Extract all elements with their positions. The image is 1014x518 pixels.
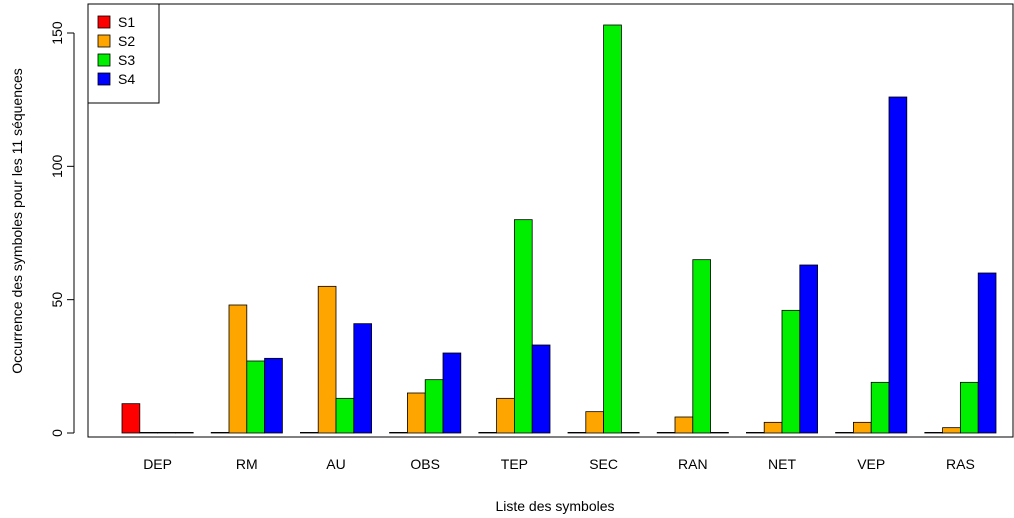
bar-ras-s3: [960, 381, 979, 434]
bar-net-s1: [746, 431, 765, 434]
y-tick-label: 150: [49, 21, 65, 45]
x-axis: DEP RM AU OBS TEP SEC RAN NET VEP RAS: [143, 456, 975, 472]
x-tick-label: AU: [326, 456, 345, 472]
y-tick-label: 100: [49, 154, 65, 178]
legend-label-s3: S3: [118, 52, 135, 68]
bar-rm-s2: [228, 304, 248, 434]
bar-au-s2: [317, 285, 337, 434]
x-tick-label: NET: [768, 456, 796, 472]
legend: S1 S2 S3 S4: [87, 3, 160, 104]
bar-ras-s2: [942, 427, 961, 434]
bar-obs-s4: [442, 352, 462, 434]
bar-tep-s1: [478, 431, 497, 434]
x-tick-label: OBS: [410, 456, 440, 472]
legend-swatch-s2: [97, 34, 111, 48]
bar-sec-s1: [567, 431, 587, 434]
bar-ran-s4: [710, 431, 729, 434]
y-axis: 0 50 100 150: [49, 21, 75, 437]
x-tick-label: SEC: [589, 456, 618, 472]
bar-vep-s2: [853, 421, 872, 434]
bar-tep-s2: [496, 397, 515, 434]
bar-rm-s1: [210, 431, 230, 434]
x-tick-label: DEP: [143, 456, 172, 472]
y-axis-label: Occurrence des symboles pour les 11 séqu…: [9, 68, 25, 374]
bar-ras-s1: [924, 431, 943, 434]
plot-frame: [87, 3, 1014, 438]
x-axis-label: Liste des symboles: [495, 498, 614, 514]
bar-dep-s4: [174, 431, 194, 434]
bar-sec-s4: [621, 431, 640, 434]
bar-sec-s3: [603, 24, 622, 434]
y-tick-label: 0: [49, 429, 65, 437]
y-tick-label: 50: [49, 292, 65, 308]
bar-dep-s3: [157, 431, 176, 434]
bar-vep-s4: [888, 96, 908, 434]
bar-vep-s3: [870, 381, 890, 434]
bar-obs-s1: [389, 431, 408, 434]
x-tick-label: RAN: [678, 456, 708, 472]
x-tick-label: RM: [236, 456, 258, 472]
legend-label-s4: S4: [118, 71, 135, 87]
bar-dep-s1: [121, 403, 141, 434]
bar-au-s3: [335, 397, 355, 434]
bar-net-s2: [763, 421, 783, 434]
legend-swatch-s1: [97, 15, 111, 29]
legend-label-s2: S2: [118, 33, 135, 49]
bar-dep-s2: [139, 431, 159, 434]
bar-net-s4: [799, 264, 818, 434]
bar-net-s3: [781, 309, 801, 434]
bar-vep-s1: [835, 431, 854, 434]
bar-obs-s2: [406, 392, 426, 434]
bar-tep-s3: [514, 219, 533, 434]
x-tick-label: RAS: [946, 456, 975, 472]
bar-tep-s4: [531, 344, 551, 434]
bar-ras-s4: [977, 272, 997, 434]
bars-group: [121, 24, 997, 434]
bar-rm-s4: [264, 357, 283, 434]
x-tick-label: VEP: [857, 456, 885, 472]
legend-swatch-s4: [97, 72, 111, 86]
bar-ran-s2: [674, 416, 694, 434]
x-tick-label: TEP: [501, 456, 528, 472]
bar-obs-s3: [424, 379, 444, 434]
bar-sec-s2: [585, 411, 604, 434]
bar-rm-s3: [246, 360, 266, 434]
bar-ran-s1: [656, 431, 676, 434]
bar-au-s4: [353, 323, 372, 434]
legend-label-s1: S1: [118, 14, 135, 30]
bar-au-s1: [299, 431, 319, 434]
bar-ran-s3: [692, 259, 711, 434]
legend-swatch-s3: [97, 53, 111, 67]
